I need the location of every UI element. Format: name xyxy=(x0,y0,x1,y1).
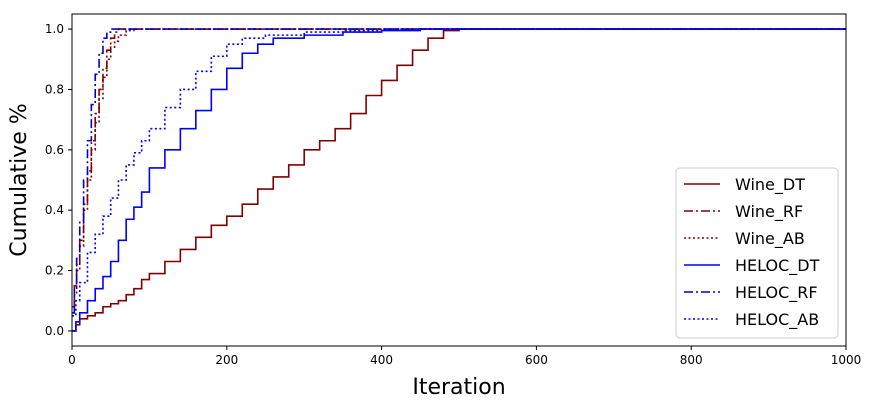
y-tick-label: 1.0 xyxy=(45,22,64,36)
x-tick-label: 600 xyxy=(525,353,548,367)
x-tick-label: 1000 xyxy=(831,353,862,367)
x-tick-label: 0 xyxy=(68,353,76,367)
y-tick-label: 0.2 xyxy=(45,264,64,278)
legend-label: Wine_AB xyxy=(735,229,805,249)
y-axis-label: Cumulative % xyxy=(7,103,32,256)
y-tick-label: 0.6 xyxy=(45,143,64,157)
plot-frame xyxy=(71,13,847,347)
legend: Wine_DT Wine_RF Wine_AB HELOC_DT HELOC_RF HEL… xyxy=(675,167,839,339)
legend-label: HELOC_RF xyxy=(735,283,818,303)
y-tick-label: 0.8 xyxy=(45,82,64,96)
legend-label: HELOC_DT xyxy=(735,256,820,276)
series-line-wine-rf xyxy=(72,28,846,308)
legend-frame xyxy=(675,167,839,339)
series-line-heloc-dt xyxy=(72,28,846,332)
y-axis-ticks: 0.0 0.2 0.4 0.6 0.8 1.0 xyxy=(45,22,72,338)
series-line-heloc-rf xyxy=(72,28,846,314)
series-layer xyxy=(72,28,846,332)
x-tick-label: 200 xyxy=(215,353,238,367)
series-line-heloc-ab xyxy=(72,28,846,317)
legend-label: Wine_RF xyxy=(735,202,803,222)
x-axis-ticks: 0 200 400 600 800 1000 xyxy=(68,346,861,367)
legend-label: Wine_DT xyxy=(735,175,805,195)
x-tick-label: 400 xyxy=(370,353,393,367)
series-line-wine-dt xyxy=(72,28,846,332)
legend-label: HELOC_AB xyxy=(735,310,819,330)
x-axis-label: Iteration xyxy=(412,375,505,400)
y-tick-label: 0.0 xyxy=(45,324,64,338)
x-tick-label: 800 xyxy=(680,353,703,367)
y-tick-label: 0.4 xyxy=(45,203,64,217)
